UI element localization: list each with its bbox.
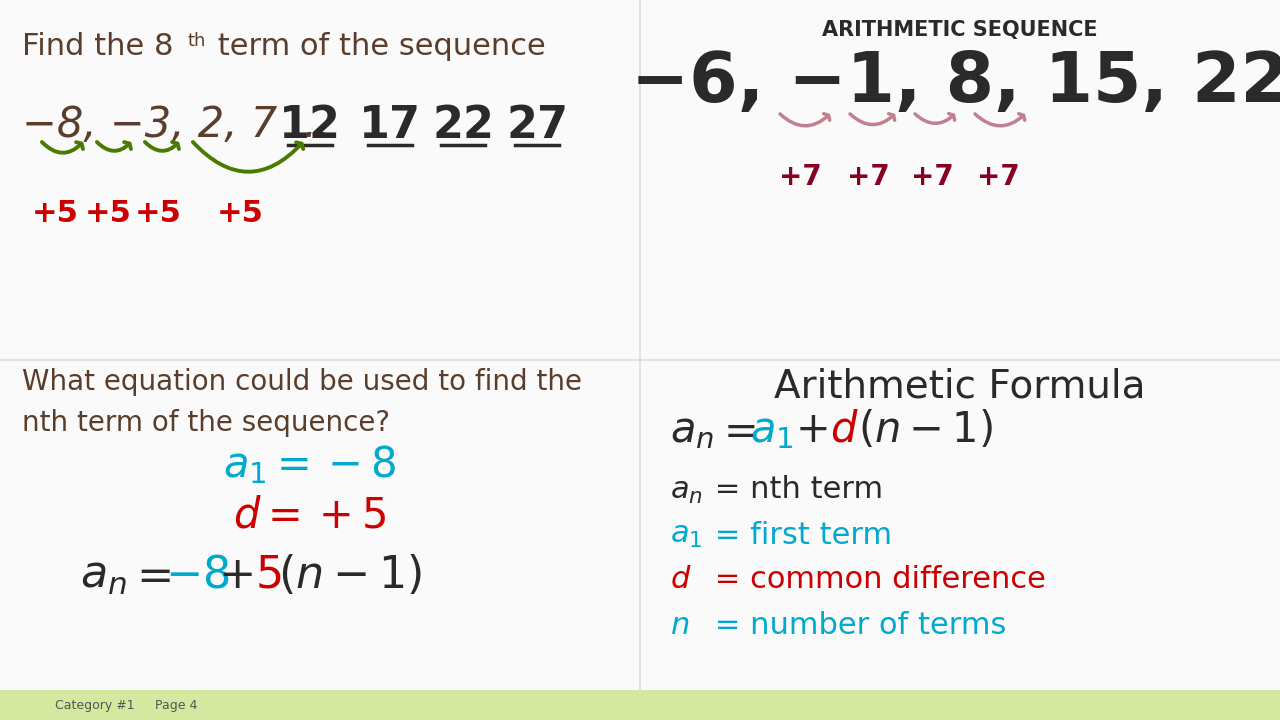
Text: $5$: $5$ <box>255 554 282 596</box>
Text: $n$: $n$ <box>669 610 689 641</box>
Text: th: th <box>188 32 206 50</box>
Text: $d$: $d$ <box>669 564 691 595</box>
Text: $(n-1)$: $(n-1)$ <box>858 409 993 451</box>
Text: +7: +7 <box>778 163 822 191</box>
Text: 27: 27 <box>506 104 568 146</box>
Text: = number of terms: = number of terms <box>705 611 1006 639</box>
Text: = first term: = first term <box>705 521 892 549</box>
Text: ARITHMETIC SEQUENCE: ARITHMETIC SEQUENCE <box>822 20 1098 40</box>
Text: = nth term: = nth term <box>705 475 883 505</box>
Text: term of the sequence: term of the sequence <box>207 32 545 61</box>
Text: $a_n$: $a_n$ <box>79 554 127 597</box>
Text: +7: +7 <box>977 163 1019 191</box>
Text: +5: +5 <box>216 199 264 228</box>
Text: −6, −1, 8, 15, 22: −6, −1, 8, 15, 22 <box>631 48 1280 115</box>
Text: Page 4: Page 4 <box>155 698 197 711</box>
Text: −8, −3, 2, 7 ...: −8, −3, 2, 7 ... <box>22 104 330 146</box>
Text: +5: +5 <box>134 199 182 228</box>
Bar <box>0 690 1280 720</box>
Text: Category #1: Category #1 <box>55 698 134 711</box>
Text: $-8$: $-8$ <box>165 554 229 597</box>
Text: 22: 22 <box>433 104 494 146</box>
Text: $d = +5$: $d = +5$ <box>233 494 387 536</box>
Text: Arithmetic Formula: Arithmetic Formula <box>774 368 1146 406</box>
Text: $a_1$: $a_1$ <box>750 409 794 451</box>
Text: $a_n$: $a_n$ <box>669 474 703 505</box>
Text: 12: 12 <box>279 104 340 146</box>
Text: 17: 17 <box>358 104 421 146</box>
Text: $=$: $=$ <box>716 409 755 451</box>
Text: $+$: $+$ <box>795 409 827 451</box>
Text: +5: +5 <box>84 199 132 228</box>
Text: $a_1$: $a_1$ <box>669 520 703 551</box>
Text: +7: +7 <box>846 163 890 191</box>
Text: +5: +5 <box>32 199 78 228</box>
Text: $a_1 = -8$: $a_1 = -8$ <box>224 444 397 487</box>
Text: +7: +7 <box>910 163 954 191</box>
Text: $=$: $=$ <box>128 554 172 597</box>
Text: = common difference: = common difference <box>705 565 1046 595</box>
Text: $(n-1)$: $(n-1)$ <box>278 553 422 597</box>
Text: What equation could be used to find the
nth term of the sequence?: What equation could be used to find the … <box>22 368 582 437</box>
Text: Find the 8: Find the 8 <box>22 32 174 61</box>
Text: $+$: $+$ <box>218 554 252 597</box>
Text: $d$: $d$ <box>829 409 859 451</box>
Text: $a_n$: $a_n$ <box>669 409 714 451</box>
